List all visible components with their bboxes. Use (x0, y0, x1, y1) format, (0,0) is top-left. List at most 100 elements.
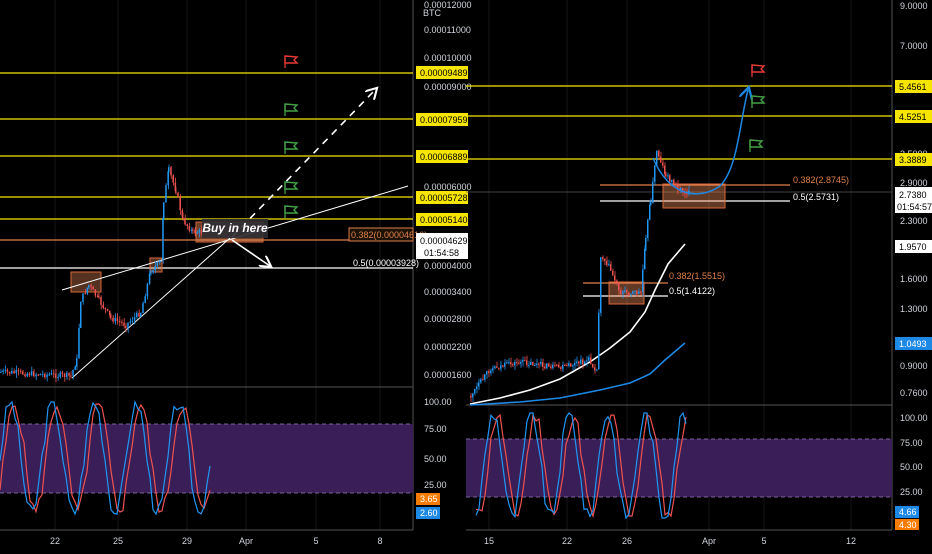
right-stoch-band (466, 439, 892, 497)
right-candle (632, 291, 634, 294)
right-candle (530, 362, 532, 365)
right-candle (510, 362, 512, 365)
right-candle (624, 290, 626, 292)
left-candle (170, 167, 172, 176)
left-candle (88, 284, 90, 288)
right-candle (492, 368, 494, 371)
right-candle (534, 365, 536, 367)
left-time-axis[interactable]: 22 25 29 Apr 5 8 (50, 536, 383, 546)
left-candle (188, 225, 191, 231)
right-candle (560, 367, 562, 369)
left-candle (90, 284, 92, 287)
right-candle (570, 363, 572, 367)
left-candle (15, 370, 17, 374)
left-candle (8, 371, 11, 374)
right-candle (470, 396, 472, 398)
left-candle (174, 182, 177, 192)
left-candle (6, 369, 9, 372)
left-axis-tick: 0.00010000 (424, 53, 472, 63)
left-candle (144, 296, 146, 303)
right-projection-curve (652, 90, 748, 195)
right-candle (520, 361, 522, 364)
left-candle (46, 374, 48, 378)
left-stoch-tick: 25.00 (424, 480, 447, 490)
right-candle (658, 150, 660, 157)
left-candle (167, 171, 169, 186)
right-countdown: 01:54:57 (897, 202, 932, 212)
left-candle (160, 260, 162, 262)
left-price-axis[interactable]: 0.00012000 BTC 0.00011000 0.00010000 0.0… (416, 0, 472, 519)
right-stoch-tick: 100.00 (900, 413, 928, 423)
left-candles (0, 164, 205, 383)
left-candle (192, 229, 194, 231)
right-candle (552, 364, 554, 369)
left-fib-lines (0, 72, 413, 220)
left-candle (140, 313, 142, 317)
right-candle (592, 363, 594, 368)
left-candle (92, 286, 94, 290)
left-candle (0, 371, 2, 373)
right-candle (686, 193, 688, 195)
right-time-axis[interactable]: 15 22 26 Apr 5 12 (484, 536, 856, 546)
left-stoch-tick: 50.00 (424, 454, 447, 464)
left-candle (198, 229, 201, 233)
right-candle (472, 393, 474, 398)
right-candle (677, 183, 679, 190)
right-time-tick: 12 (846, 536, 856, 546)
right-candle (550, 366, 552, 369)
left-candle (109, 310, 111, 316)
left-candle (26, 373, 28, 377)
right-candle (548, 363, 550, 367)
right-candle (673, 179, 675, 184)
left-candle (84, 293, 86, 295)
left-candle (39, 373, 42, 376)
right-candle (516, 362, 518, 364)
left-candle (22, 371, 24, 375)
right-candle (568, 363, 570, 366)
left-candle (104, 307, 107, 310)
right-price-axis[interactable]: 9.0000 7.0000 3.5000 2.9000 2.3000 1.600… (895, 1, 932, 530)
right-candle (636, 290, 638, 294)
left-candle (138, 312, 140, 317)
right-candle (490, 370, 492, 374)
left-candle (196, 232, 198, 234)
right-candle (480, 379, 482, 383)
left-axis-tick: 0.00003400 (424, 287, 472, 297)
left-candle (50, 373, 53, 375)
left-candle (41, 373, 44, 375)
left-0382-label-bg (348, 227, 414, 242)
right-flags (749, 64, 766, 152)
left-fib-level-badge: 0.00007959 (420, 115, 468, 125)
right-ma-white-badge: 1.9570 (899, 242, 927, 252)
right-candle (600, 257, 602, 313)
right-candle (564, 364, 566, 366)
flag-icon (284, 103, 299, 112)
right-candle (594, 367, 596, 371)
right-candle (680, 188, 682, 191)
left-candle (66, 372, 68, 378)
left-candle (148, 273, 151, 284)
right-axis-tick: 0.9000 (900, 361, 928, 371)
left-candle (48, 374, 50, 376)
left-candle (175, 191, 177, 193)
right-candle (478, 382, 480, 387)
left-candle (17, 370, 20, 372)
left-stoch-band (0, 424, 413, 493)
left-candle (184, 217, 186, 225)
right-axis-tick: 1.3000 (900, 304, 928, 314)
right-05-label-2: 0.5(1.4122) (669, 286, 715, 296)
left-fib-level-badge: 0.00005728 (420, 193, 468, 203)
right-candle (662, 162, 664, 166)
right-candle (538, 363, 540, 365)
right-candle (546, 363, 548, 369)
left-candle (182, 216, 184, 218)
left-candle (163, 202, 165, 218)
right-candle (588, 357, 590, 361)
left-05-label: 0.5(0.00003928) (353, 258, 419, 268)
left-candle (59, 372, 61, 377)
right-candle (644, 248, 646, 270)
right-candle (526, 360, 528, 366)
left-fib-level-badge: 0.00009489 (420, 68, 468, 78)
